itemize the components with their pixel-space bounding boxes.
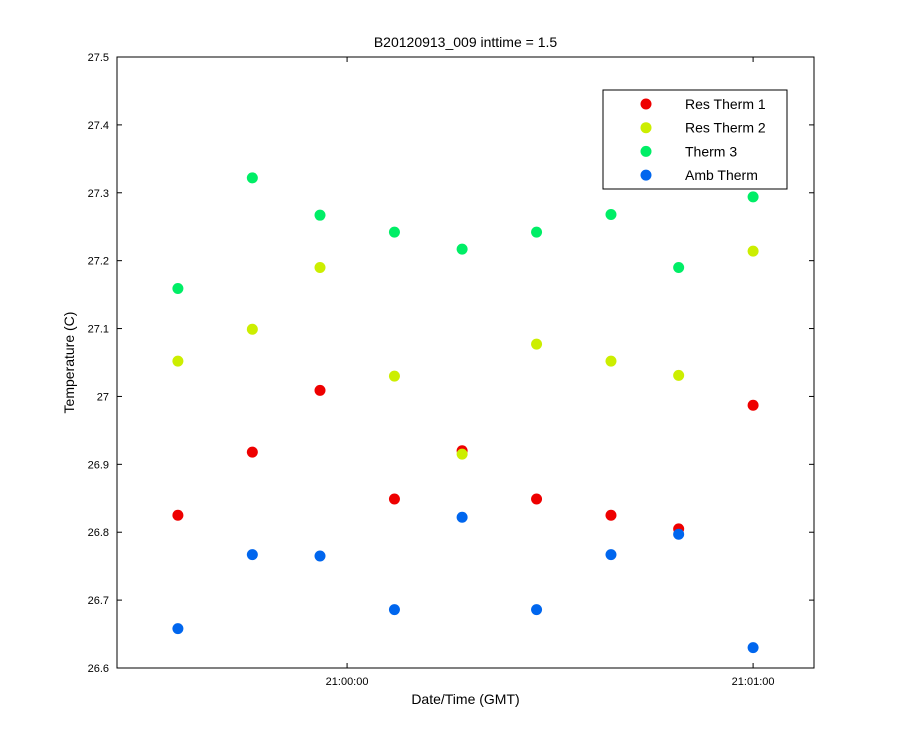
data-point — [172, 283, 184, 295]
data-point — [605, 509, 617, 521]
data-point — [605, 355, 617, 367]
series-2 — [172, 172, 759, 295]
data-point — [172, 355, 184, 367]
legend-label: Res Therm 1 — [685, 96, 766, 112]
data-point — [246, 446, 258, 458]
data-point — [531, 338, 543, 350]
legend-marker — [640, 169, 652, 181]
series-3 — [172, 511, 759, 654]
data-point — [388, 493, 400, 505]
data-point — [531, 604, 543, 616]
legend-label: Therm 3 — [685, 143, 737, 159]
data-point — [388, 370, 400, 382]
data-point — [314, 209, 326, 221]
y-tick-label: 27 — [97, 391, 109, 403]
x-tick-label: 21:00:00 — [326, 676, 369, 688]
legend-marker — [640, 98, 652, 110]
y-tick-label: 26.9 — [88, 459, 109, 471]
x-axis-label: Date/Time (GMT) — [411, 691, 519, 707]
y-tick-label: 26.7 — [88, 595, 109, 607]
data-point — [747, 191, 759, 203]
data-point — [246, 549, 258, 561]
data-point — [314, 261, 326, 273]
data-point — [388, 226, 400, 238]
legend-marker — [640, 145, 652, 157]
legend-label: Res Therm 2 — [685, 120, 766, 136]
chart-title: B20120913_009 inttime = 1.5 — [374, 34, 558, 50]
data-point — [747, 399, 759, 411]
y-tick-label: 27.5 — [88, 52, 109, 64]
y-tick-label: 27.3 — [88, 188, 109, 200]
y-axis-label: Temperature (C) — [61, 312, 77, 414]
data-point — [747, 245, 759, 257]
data-point — [388, 604, 400, 616]
data-point — [605, 209, 617, 221]
data-point — [456, 448, 468, 460]
data-point — [673, 528, 685, 540]
y-tick-label: 27.1 — [88, 324, 109, 336]
data-point — [456, 511, 468, 523]
y-tick-label: 26.8 — [88, 527, 109, 539]
legend-box — [602, 89, 788, 190]
y-tick-label: 27.2 — [88, 256, 109, 268]
legend-label: Amb Therm — [685, 167, 758, 183]
data-point — [673, 369, 685, 381]
data-point — [172, 623, 184, 635]
y-tick-label: 26.6 — [88, 663, 109, 675]
y-tick-label: 27.4 — [88, 120, 109, 132]
chart-title-group: B20120913_009 inttime = 1.5 — [374, 34, 558, 50]
data-point — [531, 226, 543, 238]
data-point — [673, 261, 685, 273]
data-point — [246, 323, 258, 335]
data-point — [605, 549, 617, 561]
legend: Res Therm 1 Res Therm 2 Therm 3 Amb Therm — [602, 89, 788, 190]
data-point — [314, 384, 326, 396]
data-point — [531, 493, 543, 505]
data-point — [172, 509, 184, 521]
legend-marker — [640, 122, 652, 134]
data-points — [172, 172, 759, 654]
y-axis: 26.6 26.7 26.8 26.9 27 27.1 27.2 27.3 27.4 27.5 — [88, 52, 814, 675]
data-point — [246, 172, 258, 184]
data-point — [456, 243, 468, 255]
data-point — [314, 550, 326, 562]
x-axis: 21:00:00 21:01:00 — [326, 57, 775, 688]
data-point — [747, 642, 759, 654]
x-tick-label: 21:01:00 — [732, 676, 775, 688]
series-1 — [172, 245, 759, 460]
